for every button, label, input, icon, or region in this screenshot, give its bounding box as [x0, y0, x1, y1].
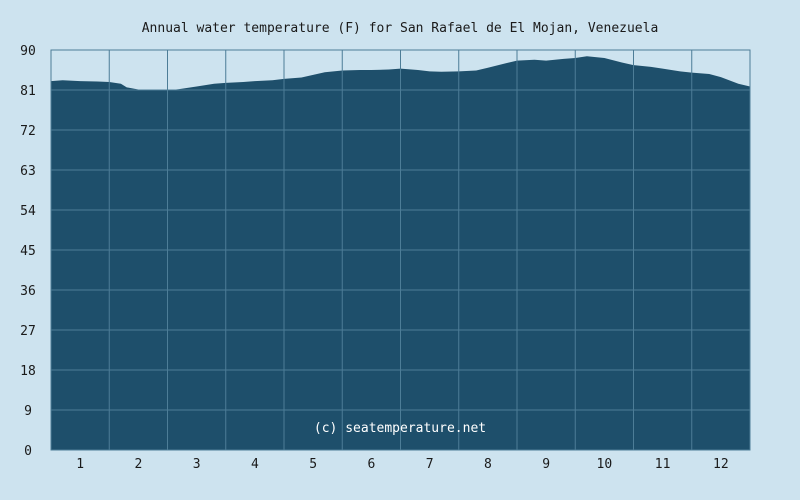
x-tick-label: 12 — [713, 457, 729, 472]
x-tick-label: 8 — [484, 457, 492, 472]
y-tick-label: 9 — [24, 404, 32, 419]
y-tick-label: 45 — [20, 244, 36, 259]
plot-border — [50, 49, 751, 451]
x-tick-label: 3 — [193, 457, 201, 472]
x-tick-label: 5 — [309, 457, 317, 472]
x-tick-label: 9 — [542, 457, 550, 472]
x-tick-label: 7 — [426, 457, 434, 472]
y-tick-label: 72 — [20, 124, 36, 139]
y-tick-label: 0 — [24, 444, 32, 459]
x-tick-label: 1 — [76, 457, 84, 472]
y-tick-label: 36 — [20, 284, 36, 299]
x-tick-label: 10 — [597, 457, 613, 472]
y-tick-label: 63 — [20, 164, 36, 179]
y-tick-label: 90 — [20, 44, 36, 59]
x-tick-label: 4 — [251, 457, 259, 472]
y-tick-label: 54 — [20, 204, 36, 219]
y-tick-label: 81 — [20, 84, 36, 99]
chart-title: Annual water temperature (F) for San Raf… — [142, 21, 659, 36]
x-tick-label: 2 — [134, 457, 142, 472]
watermark: (c) seatemperature.net — [314, 421, 486, 436]
x-tick-label: 6 — [367, 457, 375, 472]
y-tick-label: 27 — [20, 324, 36, 339]
x-tick-label: 11 — [655, 457, 671, 472]
y-tick-label: 18 — [20, 364, 36, 379]
